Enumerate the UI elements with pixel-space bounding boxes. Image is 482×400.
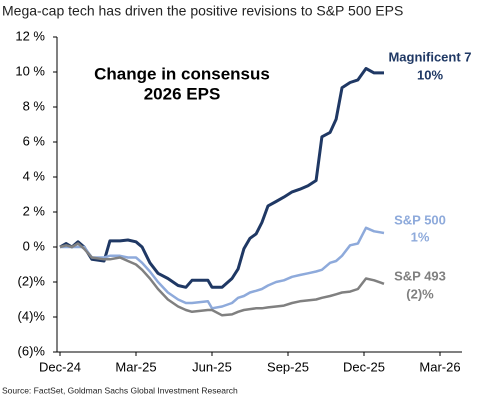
- chart-title: Mega-cap tech has driven the positive re…: [2, 3, 403, 19]
- y-tick-label: 4 %: [23, 168, 46, 183]
- x-tick-label: Dec-25: [343, 359, 385, 374]
- source: Source: FactSet, Goldman Sachs Global In…: [2, 385, 238, 395]
- y-tick-label: (6)%: [18, 343, 46, 358]
- series-label: S&P 493: [394, 268, 446, 283]
- annotation: 2026 EPS: [144, 84, 221, 103]
- end-label: 10%: [417, 67, 443, 82]
- y-tick-label: (4)%: [18, 308, 46, 323]
- x-tick-label: Sep-25: [267, 359, 309, 374]
- annotation: Change in consensus: [94, 64, 270, 83]
- y-tick-label: 0 %: [23, 238, 46, 253]
- x-tick-label: Dec-24: [39, 359, 81, 374]
- y-tick-label: 12 %: [15, 28, 45, 43]
- x-tick-label: Jun-25: [192, 359, 232, 374]
- series-line: [60, 226, 385, 310]
- y-tick-label: 6 %: [23, 133, 46, 148]
- end-label: (2)%: [406, 286, 434, 301]
- y-tick-label: 2 %: [23, 203, 46, 218]
- series-label: S&P 500: [394, 212, 446, 227]
- y-tick-label: (2)%: [18, 273, 46, 288]
- y-tick-label: 8 %: [23, 98, 46, 113]
- x-tick-label: Mar-26: [419, 359, 460, 374]
- x-tick-label: Mar-25: [115, 359, 156, 374]
- series-line: [59, 242, 385, 317]
- series-label: Magnificent 7: [388, 49, 471, 64]
- end-label: 1%: [411, 229, 430, 244]
- series-line: [59, 67, 384, 289]
- y-tick-label: 10 %: [15, 63, 45, 78]
